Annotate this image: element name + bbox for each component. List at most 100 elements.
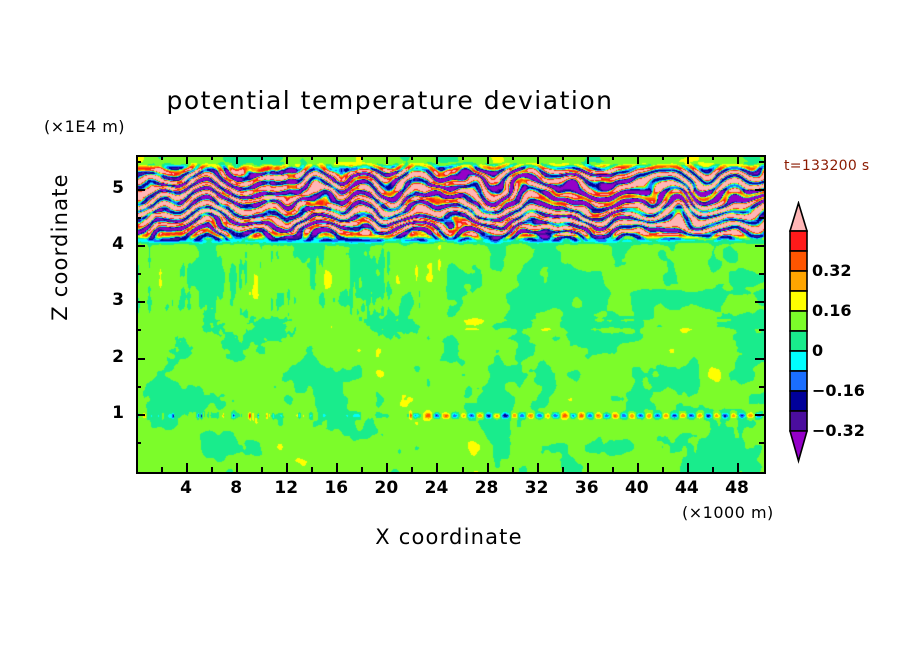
x-tick-minor xyxy=(612,467,614,472)
x-tick-major xyxy=(186,463,188,472)
x-tick-label: 20 xyxy=(374,478,399,498)
x-tick-label: 8 xyxy=(230,478,243,498)
x-tick-major xyxy=(336,463,338,472)
y-tick-minor xyxy=(136,273,141,275)
colorbar-cap-top xyxy=(788,201,809,232)
y-tick-major xyxy=(136,358,145,360)
y-tick-major-right xyxy=(755,358,764,360)
x-tick-major xyxy=(587,463,589,472)
x-tick-label: 24 xyxy=(424,478,449,498)
y-tick-label: 4 xyxy=(112,234,124,254)
x-tick-minor xyxy=(562,467,564,472)
x-tick-minor-top xyxy=(462,155,464,160)
x-tick-minor xyxy=(361,467,363,472)
x-tick-label: 16 xyxy=(324,478,349,498)
x-tick-minor xyxy=(712,467,714,472)
x-tick-major-top xyxy=(236,155,238,164)
x-tick-major xyxy=(286,463,288,472)
y-axis-title: Z coordinate xyxy=(48,173,72,321)
x-tick-major xyxy=(386,463,388,472)
x-tick-minor-top xyxy=(311,155,313,160)
colorbar-band xyxy=(789,350,808,372)
x-tick-label: 32 xyxy=(524,478,549,498)
temperature-deviation-field xyxy=(138,157,764,472)
x-tick-major-top xyxy=(687,155,689,164)
colorbar-band xyxy=(789,290,808,312)
x-tick-major xyxy=(436,463,438,472)
x-tick-minor xyxy=(512,467,514,472)
colorbar-band xyxy=(789,310,808,332)
y-tick-minor-right xyxy=(759,329,764,331)
x-tick-minor-top xyxy=(562,155,564,160)
y-tick-major-right xyxy=(755,301,764,303)
colorbar-band xyxy=(789,330,808,352)
colorbar-band xyxy=(789,250,808,272)
y-tick-major xyxy=(136,301,145,303)
x-tick-minor xyxy=(161,467,163,472)
y-tick-major xyxy=(136,414,145,416)
contour-plot-area xyxy=(136,155,766,474)
x-axis-unit-label: (×1000 m) xyxy=(682,503,774,522)
x-tick-major-top xyxy=(737,155,739,164)
colorbar-band xyxy=(789,390,808,412)
x-tick-major xyxy=(637,463,639,472)
x-tick-minor xyxy=(211,467,213,472)
x-tick-label: 36 xyxy=(574,478,599,498)
y-tick-label: 2 xyxy=(112,346,124,367)
x-tick-minor-top xyxy=(612,155,614,160)
x-tick-major-top xyxy=(587,155,589,164)
x-tick-minor-top xyxy=(261,155,263,160)
x-tick-minor xyxy=(311,467,313,472)
colorbar-cap-bottom xyxy=(788,430,809,464)
x-tick-minor-top xyxy=(512,155,514,160)
y-tick-minor-right xyxy=(759,161,764,163)
y-tick-label: 1 xyxy=(112,402,124,423)
y-tick-label: 3 xyxy=(112,290,124,311)
x-tick-major xyxy=(687,463,689,472)
y-tick-major-right xyxy=(755,189,764,191)
page-title: potential temperature deviation xyxy=(166,86,614,115)
x-tick-major-top xyxy=(386,155,388,164)
x-tick-major-top xyxy=(286,155,288,164)
x-tick-major-top xyxy=(436,155,438,164)
x-tick-label: 40 xyxy=(624,478,649,498)
y-tick-major xyxy=(136,189,145,191)
colorbar-tick-label: −0.16 xyxy=(812,381,865,400)
y-tick-label: 5 xyxy=(112,177,124,198)
timestamp-annotation: t=133200 s xyxy=(784,158,870,174)
y-tick-minor xyxy=(136,161,141,163)
x-tick-label: 4 xyxy=(180,478,192,498)
x-tick-label: 28 xyxy=(474,478,499,498)
x-axis-title: X coordinate xyxy=(375,525,523,549)
colorbar-band xyxy=(789,410,808,432)
x-tick-label: 12 xyxy=(274,478,299,498)
x-tick-minor-top xyxy=(361,155,363,160)
y-tick-minor xyxy=(136,386,141,388)
x-tick-major-top xyxy=(336,155,338,164)
colorbar xyxy=(788,201,809,464)
y-tick-minor xyxy=(136,217,141,219)
x-tick-minor-top xyxy=(211,155,213,160)
colorbar-tick-label: −0.32 xyxy=(812,421,865,440)
y-tick-minor-right xyxy=(759,386,764,388)
x-tick-minor xyxy=(662,467,664,472)
x-tick-minor-top xyxy=(712,155,714,160)
colorbar-band xyxy=(789,370,808,392)
y-tick-major-right xyxy=(755,414,764,416)
colorbar-tick-label: 0 xyxy=(812,341,824,360)
x-tick-minor-top xyxy=(161,155,163,160)
colorbar-tick-label: 0.16 xyxy=(812,301,852,320)
x-tick-minor-top xyxy=(662,155,664,160)
x-tick-major-top xyxy=(186,155,188,164)
x-tick-minor xyxy=(411,467,413,472)
x-tick-major-top xyxy=(487,155,489,164)
colorbar-band xyxy=(789,230,808,252)
x-tick-label: 44 xyxy=(675,478,699,498)
y-axis-unit-label: (×1E4 m) xyxy=(44,117,126,136)
colorbar-tick-label: 0.32 xyxy=(812,261,852,280)
x-tick-major xyxy=(487,463,489,472)
y-tick-minor xyxy=(136,329,141,331)
x-tick-major xyxy=(737,463,739,472)
x-tick-major xyxy=(236,463,238,472)
